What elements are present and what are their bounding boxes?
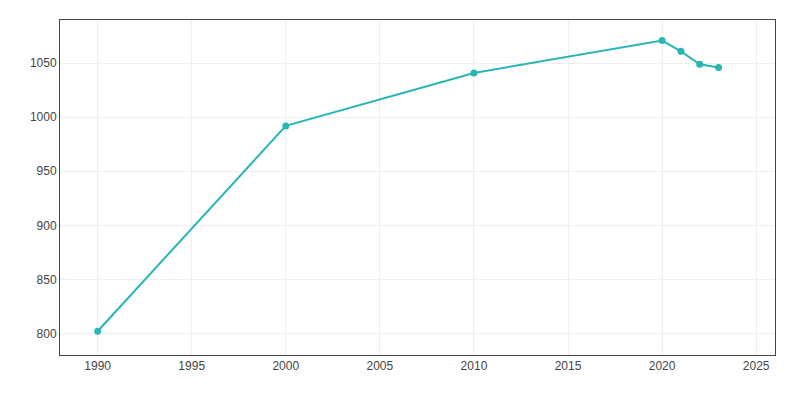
svg-text:2025: 2025 xyxy=(743,359,770,373)
svg-text:2000: 2000 xyxy=(272,359,299,373)
svg-text:800: 800 xyxy=(37,327,57,341)
svg-text:1990: 1990 xyxy=(84,359,111,373)
svg-text:2005: 2005 xyxy=(367,359,394,373)
svg-text:2015: 2015 xyxy=(555,359,582,373)
svg-text:950: 950 xyxy=(37,164,57,178)
svg-text:900: 900 xyxy=(37,219,57,233)
svg-text:1000: 1000 xyxy=(30,110,57,124)
svg-text:1050: 1050 xyxy=(30,56,57,70)
svg-text:2020: 2020 xyxy=(649,359,676,373)
svg-text:1995: 1995 xyxy=(178,359,205,373)
svg-text:850: 850 xyxy=(37,273,57,287)
svg-text:2010: 2010 xyxy=(461,359,488,373)
